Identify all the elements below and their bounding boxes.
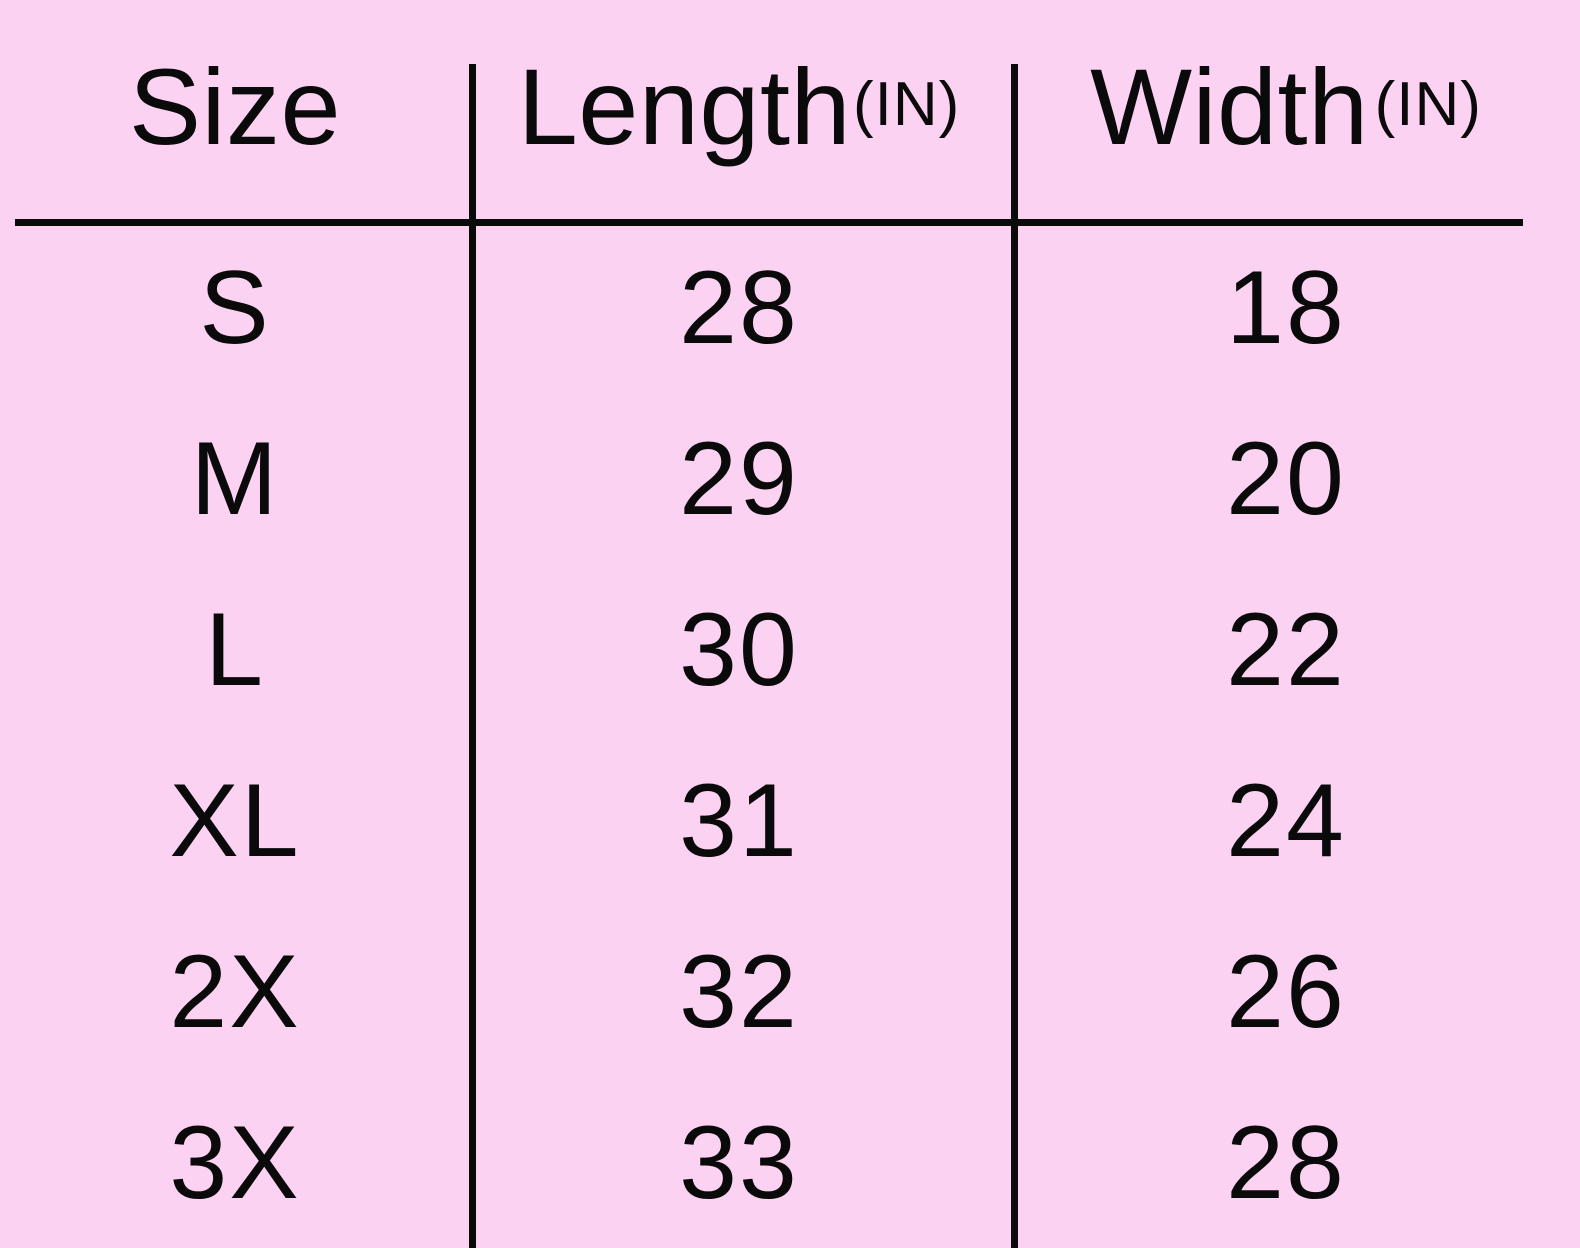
- table-row: S: [0, 222, 472, 393]
- table-row: 30: [472, 564, 1014, 735]
- cell-size: L: [205, 591, 265, 708]
- column-header-width-label: Width: [1090, 46, 1369, 167]
- table-row: 20: [1014, 393, 1580, 564]
- cell-width: 20: [1226, 420, 1346, 537]
- table-row: 3X: [0, 1077, 472, 1248]
- table-row: 32: [472, 906, 1014, 1077]
- cell-width: 22: [1226, 591, 1346, 708]
- cell-width: 18: [1226, 249, 1346, 366]
- column-header-length-label: Length: [517, 46, 852, 167]
- cell-width: 26: [1226, 933, 1346, 1050]
- cell-length: 33: [679, 1104, 799, 1221]
- column-header-size-label: Size: [128, 46, 342, 167]
- table-row: 18: [1014, 222, 1580, 393]
- column-header-width: Width (IN): [1014, 0, 1580, 222]
- table-row: 31: [472, 735, 1014, 906]
- cell-length: 30: [679, 591, 799, 708]
- table-row: 26: [1014, 906, 1580, 1077]
- table-row: 2X: [0, 906, 472, 1077]
- cell-length: 32: [679, 933, 799, 1050]
- cell-size: XL: [169, 762, 301, 879]
- table-row: 28: [1014, 1077, 1580, 1248]
- table-row: 33: [472, 1077, 1014, 1248]
- table-row: 29: [472, 393, 1014, 564]
- table-row: M: [0, 393, 472, 564]
- cell-width: 24: [1226, 762, 1346, 879]
- cell-length: 29: [679, 420, 799, 537]
- column-header-size: Size: [0, 0, 472, 222]
- cell-size: S: [199, 249, 271, 366]
- column-header-width-unit: (IN): [1374, 70, 1482, 139]
- column-divider-size-length: [469, 64, 476, 1248]
- cell-size: 3X: [169, 1104, 301, 1221]
- cell-size: 2X: [169, 933, 301, 1050]
- table-row: L: [0, 564, 472, 735]
- header-underline-rule: [15, 219, 1523, 226]
- cell-length: 31: [679, 762, 799, 879]
- table-row: 22: [1014, 564, 1580, 735]
- table-row: 28: [472, 222, 1014, 393]
- column-divider-length-width: [1011, 64, 1018, 1248]
- column-header-length: Length (IN): [472, 0, 1014, 222]
- cell-width: 28: [1226, 1104, 1346, 1221]
- table-row: 24: [1014, 735, 1580, 906]
- table-row: XL: [0, 735, 472, 906]
- column-header-length-unit: (IN): [853, 70, 961, 139]
- cell-size: M: [190, 420, 280, 537]
- cell-length: 28: [679, 249, 799, 366]
